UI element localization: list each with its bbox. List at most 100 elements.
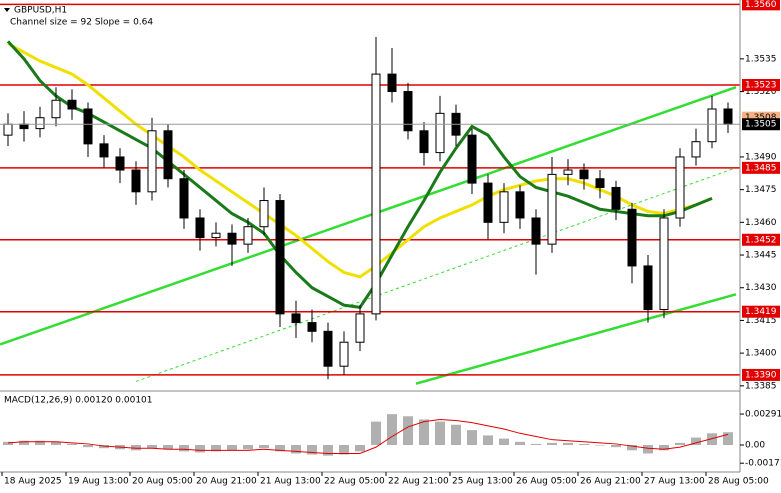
macd-bar xyxy=(547,442,557,445)
macd-bar xyxy=(531,443,541,445)
y-tick-label: 1.3475 xyxy=(745,185,777,195)
candle-body xyxy=(115,156,125,171)
x-tick-label: 19 Aug 13:00 xyxy=(68,477,129,487)
candle-body xyxy=(99,143,109,158)
macd-bar xyxy=(179,445,189,452)
macd-bar xyxy=(691,437,701,445)
level-label: 1.3560 xyxy=(745,0,777,10)
y-tick-label: 1.3430 xyxy=(745,283,777,293)
current-price-bg xyxy=(742,118,780,131)
candle-body xyxy=(435,112,445,154)
candle-body xyxy=(227,232,237,245)
candle-body xyxy=(627,208,637,267)
candle-body xyxy=(691,141,701,158)
y-tick-label: 1.3400 xyxy=(745,349,777,359)
macd-bar xyxy=(147,445,157,449)
candle-body xyxy=(275,200,285,315)
macd-tick-label: 0.00 xyxy=(745,441,765,451)
candle-body xyxy=(371,73,381,315)
candle-body xyxy=(195,217,205,239)
macd-title: MACD(12,26,9) 0.00120 0.00101 xyxy=(4,396,153,406)
level-label: 1.3419 xyxy=(745,307,777,317)
candle-body xyxy=(515,191,525,219)
macd-bar xyxy=(243,445,253,450)
candle-body xyxy=(403,91,413,132)
macd-bar xyxy=(211,445,221,452)
macd-bar xyxy=(307,445,317,455)
macd-bar xyxy=(451,424,461,445)
ask-label: 1.3508 xyxy=(745,113,777,123)
y-tick-label: 1.3385 xyxy=(745,381,777,391)
candle-body xyxy=(243,226,253,245)
macd-bar xyxy=(35,440,45,445)
y-tick-label: 1.3460 xyxy=(745,218,777,228)
current-price-label: 1.3505 xyxy=(745,120,777,130)
macd-bar xyxy=(435,421,445,445)
channel-line xyxy=(0,86,737,346)
x-tick-label: 18 Aug 2025 xyxy=(4,477,62,487)
x-tick-label: 22 Aug 05:00 xyxy=(324,477,385,487)
candle-body xyxy=(67,99,77,110)
macd-bar xyxy=(707,433,717,445)
macd-bar xyxy=(659,445,669,451)
macd-bar xyxy=(19,440,29,445)
y-tick-label: 1.3490 xyxy=(745,152,777,162)
candle-body xyxy=(659,217,669,311)
candle-body xyxy=(547,173,557,245)
macd-bar xyxy=(131,445,141,451)
level-label: 1.3390 xyxy=(745,370,777,380)
level-label-bg xyxy=(742,305,780,318)
macd-bar xyxy=(67,443,77,445)
macd-bar xyxy=(371,421,381,445)
level-label-bg xyxy=(742,233,780,246)
level-label: 1.3523 xyxy=(745,81,777,91)
level-label: 1.3485 xyxy=(745,163,777,173)
candle-body xyxy=(707,108,717,143)
x-tick-label: 28 Aug 05:00 xyxy=(708,477,769,487)
level-label-bg xyxy=(742,161,780,174)
candle-body xyxy=(387,73,397,93)
macd-bar xyxy=(675,442,685,445)
macd-bar xyxy=(51,441,61,445)
x-tick-label: 22 Aug 21:00 xyxy=(388,477,449,487)
candle-body xyxy=(419,130,429,154)
x-tick-label: 20 Aug 21:00 xyxy=(196,477,257,487)
candle-body xyxy=(579,169,589,180)
candle-body xyxy=(675,156,685,219)
x-tick-label: 26 Aug 21:00 xyxy=(580,477,641,487)
macd-bar xyxy=(99,445,109,449)
y-tick-label: 1.3520 xyxy=(745,87,777,97)
candle-body xyxy=(339,341,349,367)
candle-body xyxy=(563,169,573,175)
macd-bar xyxy=(355,445,365,452)
x-tick-label: 27 Aug 13:00 xyxy=(644,477,705,487)
macd-bar xyxy=(563,442,573,445)
macd-bar xyxy=(595,445,605,446)
candle-body xyxy=(131,169,141,193)
candle-body xyxy=(19,123,29,130)
candle-body xyxy=(499,191,509,223)
y-tick-label: 1.3535 xyxy=(745,54,777,64)
x-tick-label: 26 Aug 05:00 xyxy=(516,477,577,487)
macd-bar xyxy=(579,443,589,445)
level-label-bg xyxy=(742,0,780,11)
candle-body xyxy=(259,200,269,228)
candle-body xyxy=(323,330,333,367)
level-label: 1.3452 xyxy=(745,235,777,245)
macd-bar xyxy=(83,445,93,448)
candle-body xyxy=(483,182,493,223)
level-label-bg xyxy=(742,79,780,92)
candle-body xyxy=(51,99,61,119)
candle-body xyxy=(179,178,189,219)
candle-body xyxy=(35,117,45,130)
x-tick-label: 25 Aug 13:00 xyxy=(452,477,513,487)
candle-body xyxy=(83,108,93,145)
macd-tick-label: 0.00291 xyxy=(745,410,781,420)
macd-bar xyxy=(483,435,493,445)
candle-body xyxy=(147,130,157,193)
candle-body xyxy=(595,178,605,188)
macd-bar xyxy=(627,445,637,451)
channel-line xyxy=(135,167,737,382)
